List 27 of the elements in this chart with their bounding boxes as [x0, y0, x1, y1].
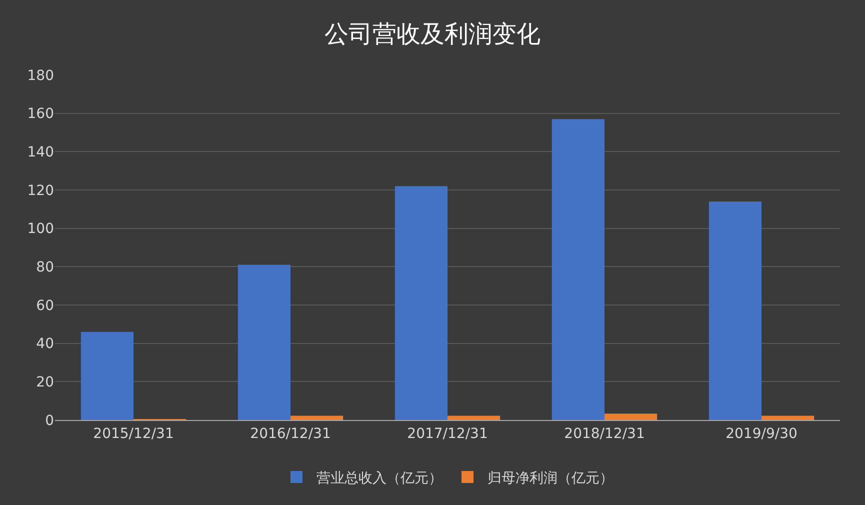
bar — [394, 186, 448, 420]
x-tick-label: 2019/9/30 — [726, 426, 798, 442]
bar — [80, 332, 134, 420]
bar — [552, 119, 604, 420]
bar — [762, 416, 814, 420]
bar — [708, 202, 762, 420]
y-tick-label: 20 — [36, 374, 54, 391]
y-tick-label: 160 — [27, 106, 54, 122]
legend-label: 营业总收入（亿元） — [316, 470, 442, 486]
y-tick-label: 100 — [27, 221, 54, 238]
y-tick-label: 0 — [45, 412, 54, 429]
chart-title: 公司营收及利润变化 — [324, 20, 540, 48]
y-tick-label: 40 — [36, 336, 54, 352]
x-tick-label: 2015/12/31 — [93, 426, 174, 442]
y-tick-label: 80 — [36, 260, 54, 276]
legend-label: 归母净利润（亿元） — [488, 470, 614, 486]
y-tick-label: 180 — [27, 68, 54, 84]
bar — [604, 414, 658, 420]
y-tick-label: 120 — [27, 182, 54, 199]
x-tick-label: 2018/12/31 — [564, 426, 645, 442]
y-tick-label: 140 — [27, 144, 54, 161]
x-tick-label: 2016/12/31 — [250, 426, 331, 442]
bar — [290, 416, 344, 420]
bar — [448, 416, 500, 420]
x-tick-label: 2017/12/31 — [407, 426, 488, 442]
bar — [238, 264, 290, 420]
y-tick-label: 60 — [36, 298, 54, 314]
